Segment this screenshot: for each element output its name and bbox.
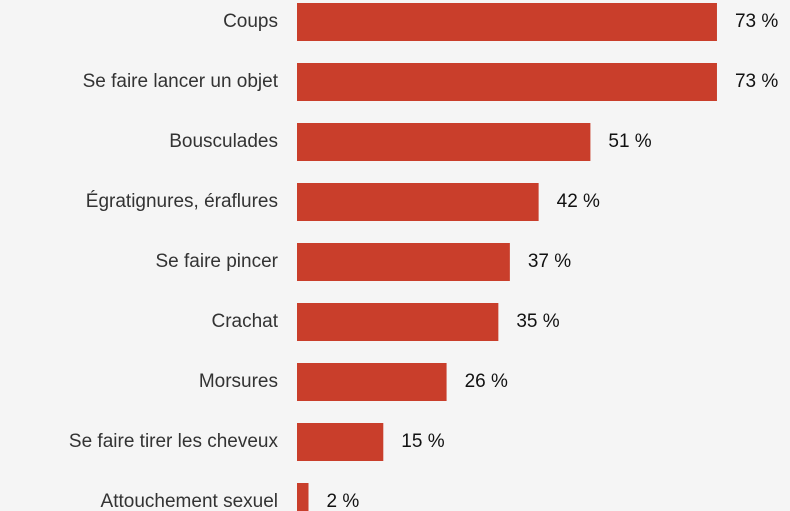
bar	[297, 3, 717, 41]
category-label: Égratignures, éraflures	[86, 191, 278, 212]
category-label: Se faire pincer	[155, 251, 278, 272]
category-label: Crachat	[211, 311, 278, 332]
bar	[297, 183, 539, 221]
value-label: 37 %	[528, 251, 571, 272]
category-label: Se faire tirer les cheveux	[69, 431, 279, 452]
value-label: 42 %	[557, 191, 600, 212]
bar	[297, 423, 384, 461]
value-label: 15 %	[401, 431, 444, 452]
value-label: 51 %	[608, 131, 651, 152]
value-label: 26 %	[465, 371, 508, 392]
bar	[297, 303, 499, 341]
category-label: Attouchement sexuel	[101, 491, 278, 511]
category-label: Bousculades	[169, 131, 278, 152]
category-label: Se faire lancer un objet	[83, 71, 279, 92]
bar	[297, 63, 717, 101]
bar	[297, 243, 510, 281]
bar	[297, 483, 309, 511]
bar	[297, 123, 591, 161]
value-label: 2 %	[327, 491, 360, 511]
value-label: 73 %	[735, 11, 778, 32]
category-label: Morsures	[199, 371, 278, 392]
category-label: Coups	[223, 11, 278, 32]
value-label: 35 %	[516, 311, 559, 332]
value-label: 73 %	[735, 71, 778, 92]
bar	[297, 363, 447, 401]
